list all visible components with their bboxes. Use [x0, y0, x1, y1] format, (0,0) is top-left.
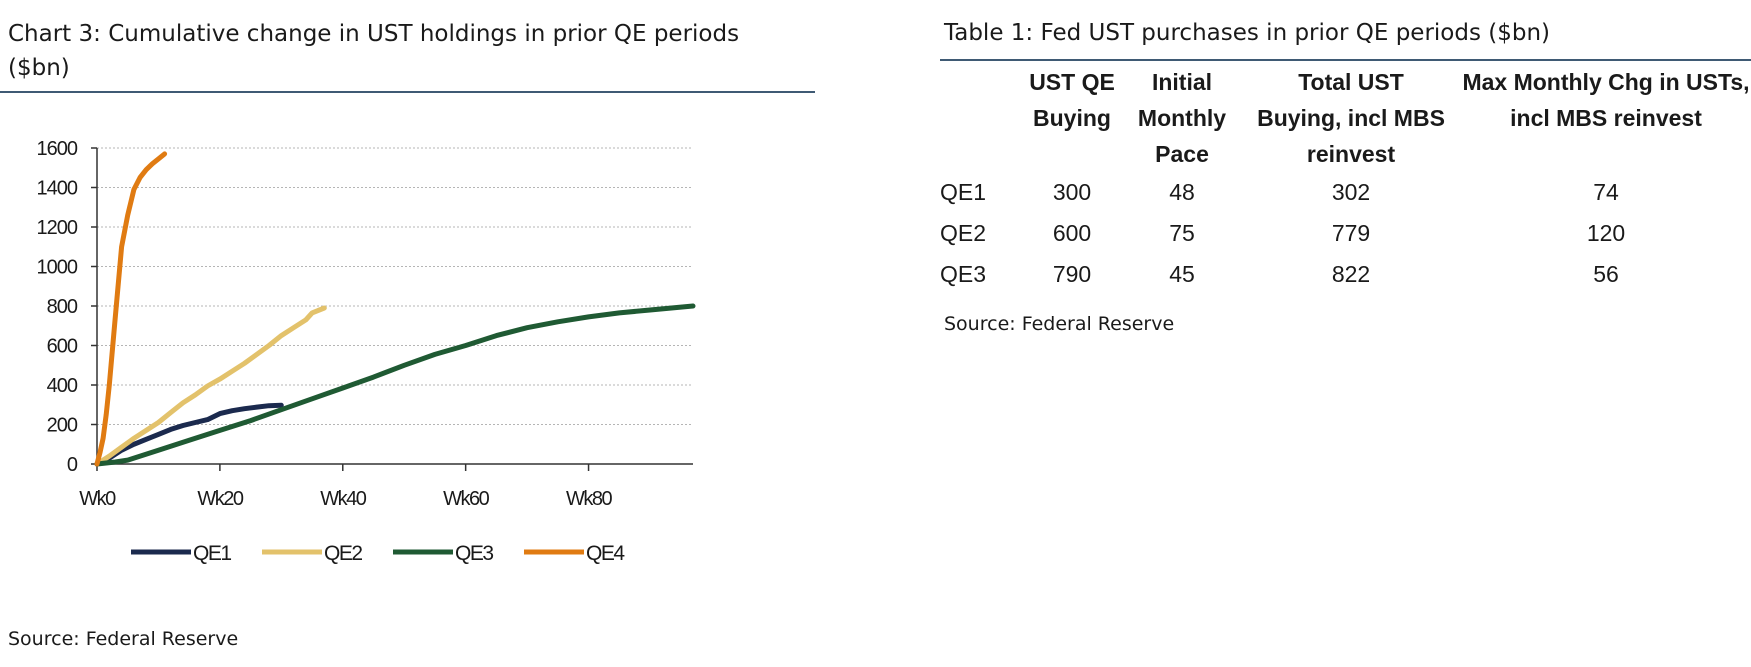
- series-line-qe2: [94, 305, 327, 467]
- line-chart: 0 200 400 600 800 1000 1200 1400 1600 Wk0 Wk20 Wk40…: [37, 138, 696, 565]
- x-tick-label: Wk60: [443, 488, 490, 510]
- table-title: Table 1: Fed UST purchases in prior QE p…: [944, 20, 1551, 46]
- table-header-total-buying: Total UST Buying, incl MBS reinvest: [1240, 64, 1462, 172]
- cell: 600: [1052, 220, 1092, 246]
- series-lines: [94, 151, 696, 467]
- x-tick-label: Wk20: [197, 488, 244, 510]
- legend-label-qe1: QE1: [193, 542, 231, 565]
- y-tick-label: 1000: [37, 257, 78, 279]
- y-tick-label: 800: [47, 296, 78, 318]
- cell: 790: [1052, 261, 1092, 287]
- x-tick-label: Wk80: [566, 488, 613, 510]
- table-row: QE3 790 45 822 56: [940, 254, 1750, 295]
- y-tick-label: 200: [47, 415, 78, 437]
- table-header-initial-pace: Initial Monthly Pace: [1124, 64, 1240, 172]
- ust-purchases-table: UST QE Buying Initial Monthly Pace Total…: [940, 64, 1750, 295]
- table-header-blank: [940, 64, 1020, 172]
- cell: 48: [1169, 179, 1195, 205]
- chart-source: Source: Federal Reserve: [8, 628, 239, 650]
- legend-label-qe4: QE4: [586, 542, 625, 565]
- grid-lines: [97, 147, 693, 425]
- cell: 120: [1586, 220, 1626, 246]
- y-tick-label: 400: [47, 375, 78, 397]
- legend-label-qe3: QE3: [455, 542, 493, 565]
- cell: 74: [1593, 179, 1619, 205]
- cell: 45: [1169, 261, 1195, 287]
- cell: 56: [1593, 261, 1619, 287]
- header-text: Max Monthly Chg in USTs, incl MBS reinve…: [1462, 69, 1750, 131]
- y-tick-label: 1600: [37, 138, 78, 160]
- header-text: Initial Monthly Pace: [1137, 69, 1227, 167]
- cell: 779: [1331, 220, 1371, 246]
- legend-label-qe2: QE2: [324, 542, 362, 565]
- cell: 822: [1331, 261, 1371, 287]
- row-label: QE3: [940, 261, 987, 287]
- row-label: QE1: [940, 179, 987, 205]
- y-tick-label: 600: [47, 336, 78, 358]
- chart-title: Chart 3: Cumulative change in UST holdin…: [8, 21, 740, 81]
- series-line-qe3: [94, 303, 696, 467]
- header-text: Total UST Buying, incl MBS reinvest: [1257, 69, 1445, 167]
- row-label: QE2: [940, 220, 987, 246]
- cell: 75: [1169, 220, 1195, 246]
- table-source: Source: Federal Reserve: [944, 313, 1175, 335]
- table-header-max-monthly: Max Monthly Chg in USTs, incl MBS reinve…: [1462, 64, 1750, 172]
- series-line-qe4: [94, 151, 168, 467]
- y-tick-label: 1400: [37, 178, 78, 200]
- legend: QE1 QE2 QE3 QE4: [131, 542, 627, 565]
- x-tick-label: Wk40: [320, 488, 367, 510]
- table-row: QE2 600 75 779 120: [940, 213, 1750, 254]
- chart-title-rule: [0, 91, 815, 93]
- cell: 300: [1052, 179, 1092, 205]
- table-title-rule: [940, 59, 1751, 61]
- x-tick-label: Wk0: [79, 488, 116, 510]
- table-header-ust-qe-buying: UST QE Buying: [1020, 64, 1124, 172]
- y-tick-label: 0: [67, 454, 78, 476]
- header-text: UST QE Buying: [1029, 69, 1115, 131]
- y-tick-label: 1200: [37, 217, 78, 239]
- axes: 0 200 400 600 800 1000 1200 1400 1600 Wk0 Wk20 Wk40…: [37, 138, 693, 510]
- series-line-qe1: [94, 402, 284, 467]
- table-row: QE1 300 48 302 74: [940, 172, 1750, 213]
- cell: 302: [1331, 179, 1371, 205]
